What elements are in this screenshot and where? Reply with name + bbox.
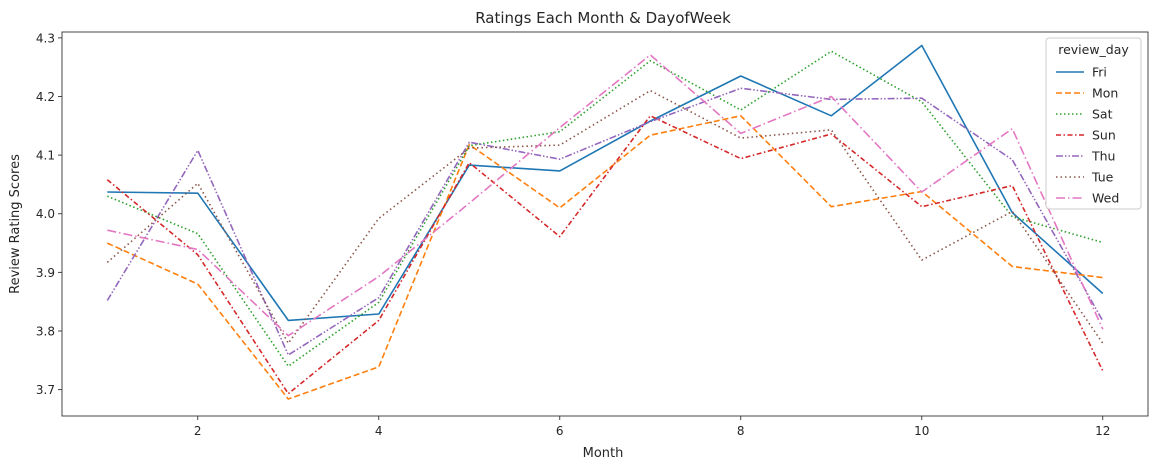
legend-label-mon: Mon [1092,86,1118,101]
y-tick-label: 4.0 [36,207,55,221]
plot-area: 2 4 6 8 10 12 3.7 3.8 3.9 4.0 4.1 4.2 4.3 [36,31,1149,438]
x-tick-label: 10 [914,424,929,438]
legend-label-sun: Sun [1092,128,1116,143]
legend: review_day Fri Mon Sat Sun Thu Tue Wed [1045,37,1142,210]
legend-label-thu: Thu [1091,149,1115,164]
y-tick-label: 4.2 [36,90,55,104]
chart-title: Ratings Each Month & DayofWeek [475,9,731,27]
series-line-thu [106,87,1104,356]
x-tick-label: 6 [556,424,564,438]
series-line-fri [107,44,1104,322]
y-tick-label: 3.8 [36,324,55,338]
y-tick-label: 4.1 [36,149,55,163]
y-tick-label: 4.3 [36,31,55,45]
legend-label-wed: Wed [1092,191,1119,206]
series-line-sat [106,50,1104,368]
x-tick-label: 8 [737,424,745,438]
legend-label-tue: Tue [1091,170,1114,185]
x-axis-label: Month [583,446,624,461]
y-axis-label: Review Rating Scores [8,154,23,294]
legend-label-sat: Sat [1092,107,1113,122]
y-tick-label: 3.9 [36,266,55,280]
series-line-mon [106,115,1103,400]
x-tick-label: 4 [375,424,383,438]
y-tick-label: 3.7 [36,383,55,397]
x-tick-label: 12 [1095,424,1110,438]
legend-label-fri: Fri [1092,65,1107,80]
series-line-sun [106,115,1104,395]
series-line-tue [106,89,1104,345]
series-line-wed [107,54,1104,337]
plot-frame [61,31,1149,417]
x-tick-label: 2 [194,424,202,438]
legend-box [1045,37,1142,210]
legend-title: review_day [1058,42,1129,57]
